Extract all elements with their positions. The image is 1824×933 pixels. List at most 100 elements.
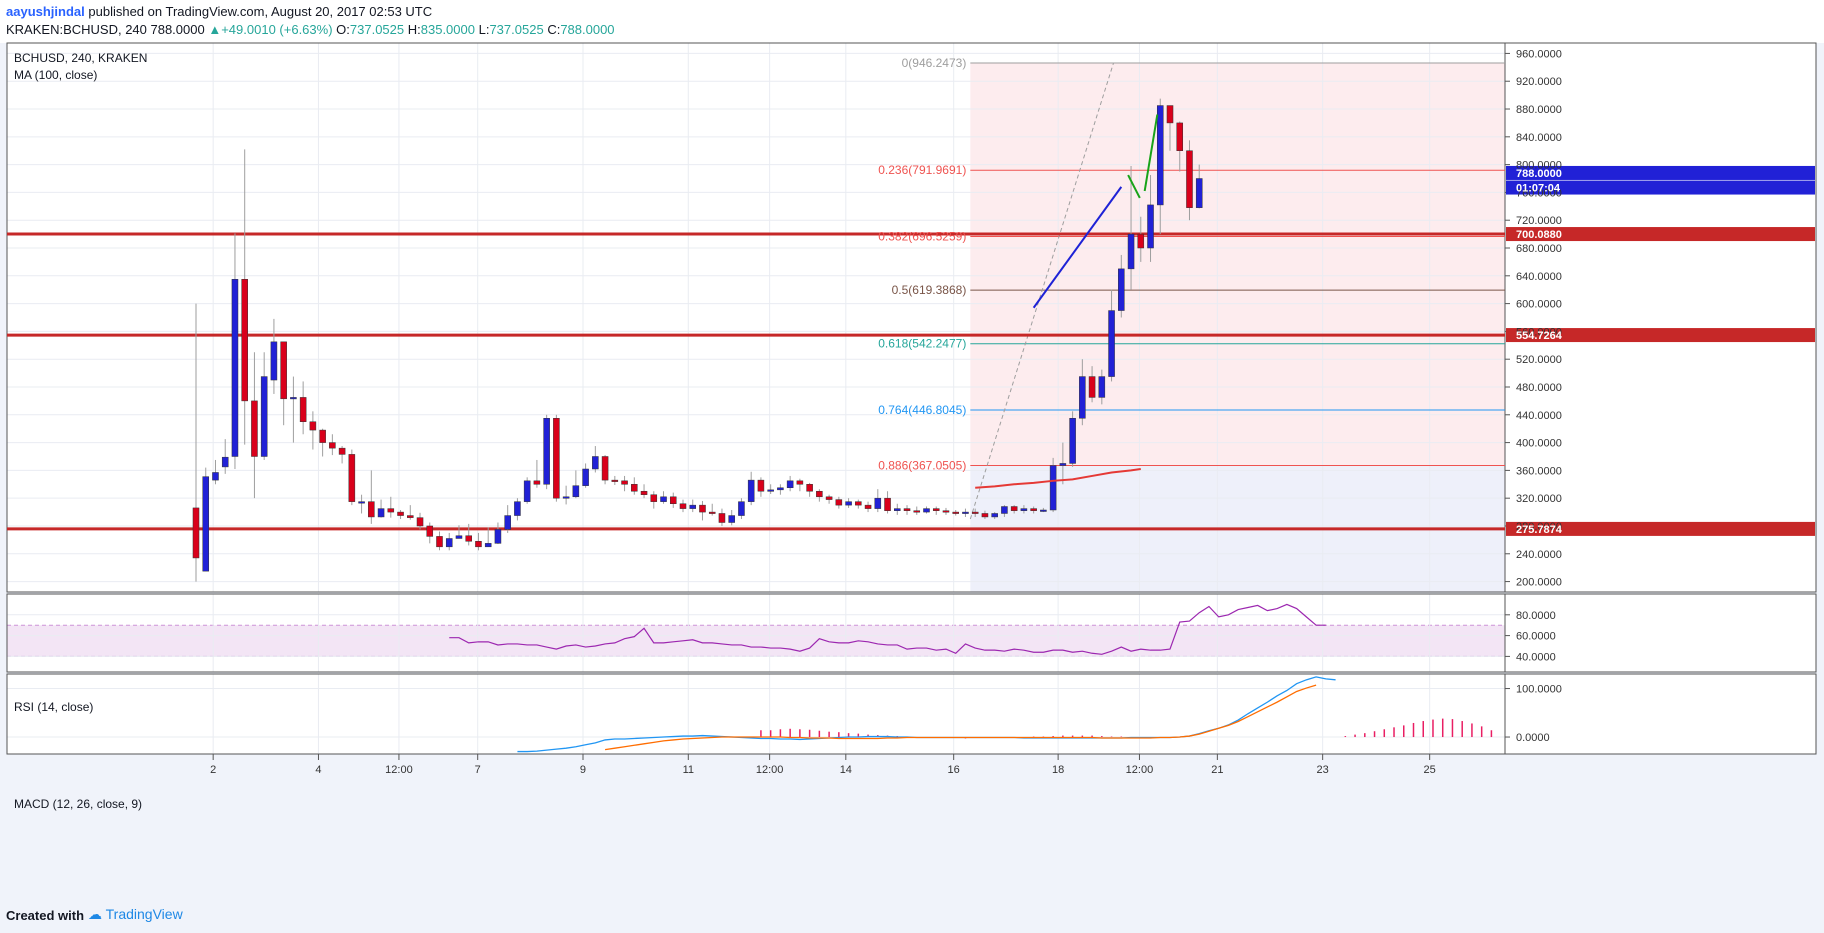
fib-anchor-line bbox=[969, 62, 1114, 520]
candle-body bbox=[475, 541, 482, 548]
candle-body bbox=[329, 442, 336, 449]
candle-body bbox=[855, 501, 862, 506]
candle-body bbox=[845, 501, 852, 506]
candle-body bbox=[1069, 418, 1076, 464]
candle-body bbox=[553, 418, 560, 499]
y-tick-label: 840.0000 bbox=[1516, 132, 1562, 144]
candle-body bbox=[825, 496, 833, 500]
candle-body bbox=[757, 479, 765, 492]
candle-body bbox=[494, 529, 502, 544]
author-link[interactable]: aayushjindal bbox=[6, 4, 85, 19]
candle-body bbox=[1098, 376, 1106, 398]
candle-body bbox=[251, 400, 258, 457]
candle-body bbox=[465, 535, 472, 542]
x-tick-label: 9 bbox=[580, 764, 586, 776]
axis-macd bbox=[1505, 674, 1816, 754]
y-tick-label: 560.0000 bbox=[1516, 326, 1562, 338]
candle-body bbox=[212, 472, 219, 481]
candle-body bbox=[377, 508, 385, 518]
candle-body bbox=[796, 480, 804, 485]
tradingview-logo-icon[interactable]: ☁ TradingView bbox=[88, 906, 183, 922]
candle-body bbox=[1127, 233, 1135, 270]
y-tick-label: 520.0000 bbox=[1516, 354, 1562, 366]
candle-body bbox=[523, 480, 531, 502]
candle-body bbox=[368, 501, 375, 518]
y-tick-label: 880.0000 bbox=[1516, 104, 1562, 116]
rsi-legend: RSI (14, close) bbox=[14, 700, 93, 714]
candle-body bbox=[660, 496, 667, 502]
rsi-band bbox=[7, 625, 1505, 657]
y-tick-label: 480.0000 bbox=[1516, 382, 1562, 394]
price-label-box bbox=[1506, 521, 1815, 536]
candle-body bbox=[942, 510, 950, 513]
x-tick-label: 21 bbox=[1211, 764, 1223, 776]
projection-down bbox=[1127, 174, 1141, 199]
y-tick-label: 60.0000 bbox=[1516, 631, 1556, 643]
candle-body bbox=[260, 376, 268, 457]
candle-body bbox=[1195, 178, 1203, 208]
x-tick-label: 14 bbox=[840, 764, 852, 776]
candle-body bbox=[971, 511, 979, 514]
axis-rsi bbox=[1505, 594, 1816, 672]
candle-body bbox=[455, 535, 463, 539]
candle-body bbox=[777, 487, 784, 491]
candle-body bbox=[416, 517, 424, 527]
candle-body bbox=[806, 484, 813, 492]
pane-macd bbox=[7, 674, 1505, 754]
price-label: 788.0000 bbox=[1516, 168, 1562, 180]
x-tick-label: 16 bbox=[948, 764, 960, 776]
high-value: 835.0000 bbox=[420, 22, 475, 37]
candle-body bbox=[202, 476, 210, 572]
pane-border-macd bbox=[6, 673, 1817, 755]
candle-body bbox=[932, 508, 940, 511]
y-tick-label: 600.0000 bbox=[1516, 299, 1562, 311]
candle-body bbox=[738, 501, 745, 516]
candle-body bbox=[1166, 105, 1174, 124]
y-tick-label: 640.0000 bbox=[1516, 271, 1562, 283]
y-tick-label: 280.0000 bbox=[1516, 521, 1562, 533]
candle-body bbox=[747, 479, 755, 502]
candle-body bbox=[864, 504, 872, 509]
candle-body bbox=[1059, 463, 1067, 466]
pane-border-main bbox=[6, 42, 1817, 593]
candle-body bbox=[241, 279, 248, 402]
macd-legend: MACD (12, 26, close, 9) bbox=[14, 797, 142, 811]
candle-body bbox=[835, 499, 843, 506]
fib-label: 0.886(367.0505) bbox=[878, 458, 966, 472]
candle-body bbox=[952, 511, 959, 514]
y-tick-label: 920.0000 bbox=[1516, 76, 1562, 88]
candle-body bbox=[504, 515, 511, 530]
candle-body bbox=[1118, 268, 1125, 311]
open-value: 737.0525 bbox=[349, 22, 405, 37]
candle-body bbox=[679, 503, 687, 509]
candle-body bbox=[426, 525, 434, 537]
y-tick-label: 760.0000 bbox=[1516, 187, 1562, 199]
candle-body bbox=[387, 508, 395, 513]
trendline bbox=[1032, 186, 1123, 309]
low-value: 737.0525 bbox=[489, 22, 544, 37]
candle-body bbox=[592, 456, 599, 470]
candle-body bbox=[767, 489, 774, 492]
candle-body bbox=[1040, 509, 1047, 512]
y-tick-label: 100.0000 bbox=[1516, 684, 1562, 696]
footer: Created with ☁ TradingView bbox=[0, 899, 1824, 933]
candle-body bbox=[718, 513, 726, 523]
change-up-icon: ▲ bbox=[208, 22, 222, 37]
candle-body bbox=[816, 490, 823, 498]
candle-body bbox=[669, 496, 677, 504]
y-tick-label: 240.0000 bbox=[1516, 549, 1562, 561]
x-tick-label: 23 bbox=[1317, 764, 1329, 776]
close-label: C: bbox=[547, 22, 561, 37]
candle-body bbox=[884, 497, 891, 511]
candle-body bbox=[299, 397, 307, 422]
candle-body bbox=[699, 504, 706, 513]
candle-body bbox=[290, 397, 297, 400]
candle-body bbox=[231, 279, 239, 457]
candle-body bbox=[611, 479, 619, 482]
x-tick-label: 2 bbox=[210, 764, 216, 776]
y-tick-label: 720.0000 bbox=[1516, 215, 1562, 227]
candle-body bbox=[708, 511, 716, 514]
candle-body bbox=[358, 501, 365, 504]
candle-body bbox=[913, 510, 921, 513]
